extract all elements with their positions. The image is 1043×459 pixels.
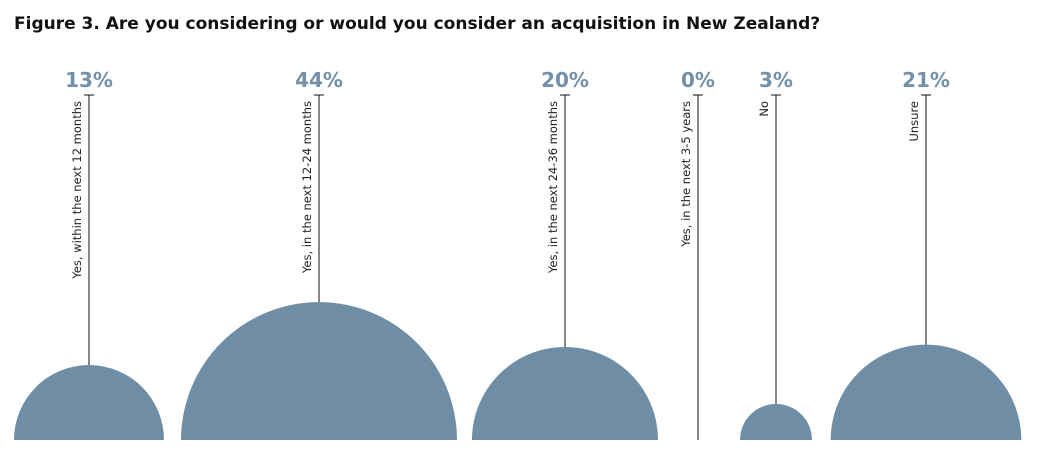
value-label: 3% bbox=[759, 68, 793, 92]
category-label: Yes, in the next 24-36 months bbox=[546, 101, 560, 274]
semicircle bbox=[739, 403, 813, 440]
semicircle bbox=[830, 344, 1022, 440]
value-label: 21% bbox=[902, 68, 950, 92]
category-label: Yes, in the next 12-24 months bbox=[300, 101, 314, 274]
chart-title: Figure 3. Are you considering or would y… bbox=[14, 14, 820, 34]
semicircle bbox=[14, 365, 164, 440]
value-label: 20% bbox=[541, 68, 589, 92]
category-label: Yes, in the next 3-5 years bbox=[679, 101, 693, 248]
value-label: 0% bbox=[681, 68, 715, 92]
semicircle bbox=[471, 346, 659, 440]
value-label: 13% bbox=[65, 68, 113, 92]
category-label: No bbox=[757, 101, 771, 117]
semicircle bbox=[181, 302, 457, 440]
category-label: Unsure bbox=[907, 101, 921, 142]
category-label: Yes, within the next 12 months bbox=[70, 101, 84, 280]
value-label: 44% bbox=[295, 68, 343, 92]
